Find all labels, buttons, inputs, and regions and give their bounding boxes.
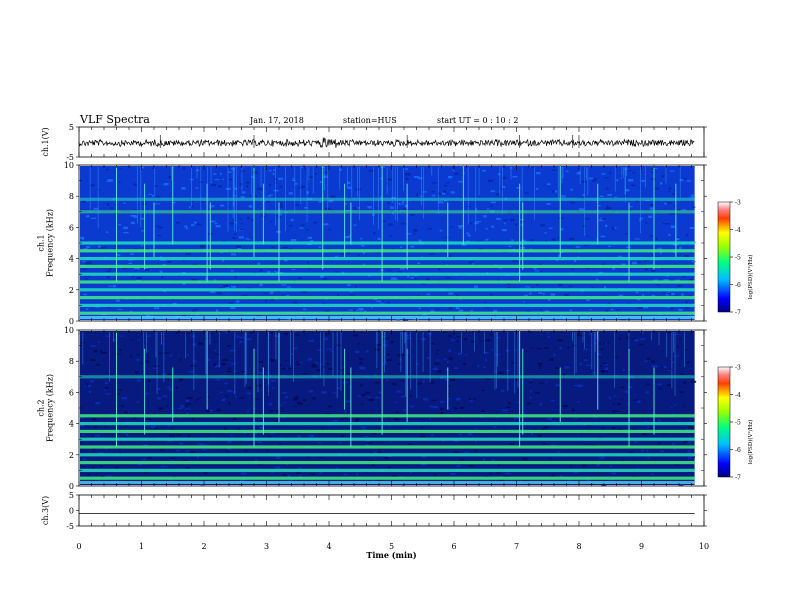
y-tick-label: 5 (69, 491, 74, 500)
colorbar (717, 201, 731, 313)
colorbar-tick-label: -3 (735, 365, 741, 372)
colorbar-tick-label: -7 (735, 310, 741, 317)
frequency-band (80, 468, 695, 472)
colorbar-tick-label: -6 (735, 447, 741, 454)
colorbar-tick-label: -5 (735, 255, 741, 262)
y-tick-label: 8 (69, 357, 74, 366)
y-tick-label: 0 (69, 507, 74, 516)
y-tick-label: 4 (69, 420, 74, 429)
y-axis-label: Frequency (kHz) (46, 374, 55, 442)
station-label: station=HUS (343, 116, 397, 125)
start-time-label: start UT = 0 : 10 : 2 (437, 116, 519, 125)
colorbar-label: log(PSD)(V²/Hz) (747, 255, 754, 300)
frequency-band (80, 429, 695, 433)
y-tick-label: 6 (69, 223, 74, 232)
low-frequency-band (80, 481, 695, 484)
frequency-band (80, 414, 695, 418)
frequency-band (80, 311, 695, 315)
x-tick-label: 7 (514, 542, 519, 551)
y-axis-label: Frequency (kHz) (46, 209, 55, 277)
y-tick-label: 6 (69, 388, 74, 397)
x-tick-label: 2 (201, 542, 206, 551)
frequency-band (80, 210, 695, 214)
date-label: Jan. 17, 2018 (250, 116, 304, 125)
x-tick-label: 9 (639, 542, 644, 551)
y-tick-label: 10 (64, 326, 74, 335)
y-tick-label: 8 (69, 192, 74, 201)
plot-background (79, 495, 704, 526)
frequency-band (80, 197, 695, 201)
frequency-band (80, 422, 695, 426)
x-tick-label: 4 (326, 542, 331, 551)
frequency-band (80, 249, 695, 253)
x-tick-label: 6 (451, 542, 456, 551)
y-tick-label: 5 (69, 123, 74, 132)
y-tick-label: 10 (64, 161, 74, 170)
colorbar-tick-label: -3 (735, 200, 741, 207)
y-tick-label: 0 (69, 482, 74, 491)
colorbar-tick-label: -4 (735, 392, 741, 399)
frequency-band (80, 375, 695, 379)
y-tick-label: -5 (66, 153, 74, 162)
colorbar-tick-label: -4 (735, 227, 741, 234)
ch1-waveform-trace (78, 137, 695, 149)
x-tick-label: 3 (264, 542, 269, 551)
y-tick-label: 2 (69, 451, 74, 460)
frequency-band (80, 272, 695, 276)
frequency-band (80, 280, 695, 284)
x-tick-label: 5 (389, 542, 394, 551)
colorbar-tick-label: -6 (735, 282, 741, 289)
frequency-band (80, 453, 695, 457)
y-axis-label: ch.1(V) (41, 127, 50, 156)
y-axis-label: ch.1 (37, 234, 46, 251)
colorbar-tick-label: -5 (735, 420, 741, 427)
frequency-band (80, 476, 695, 480)
y-axis-label: ch.3(V) (41, 496, 50, 525)
x-tick-label: 8 (576, 542, 581, 551)
y-axis-label: ch.2 (37, 399, 46, 416)
y-tick-label: -5 (66, 522, 74, 531)
frequency-band (80, 257, 695, 261)
y-tick-label: 4 (69, 255, 74, 264)
frequency-band (80, 445, 695, 449)
frequency-band (80, 288, 695, 292)
frequency-band (80, 264, 695, 268)
chart-title: VLF Spectra (80, 113, 150, 126)
y-tick-label: 2 (69, 286, 74, 295)
frequency-band (80, 437, 695, 441)
frequency-band (80, 303, 695, 307)
colorbar (717, 366, 731, 478)
frequency-band (80, 296, 695, 300)
x-tick-label: 1 (139, 542, 144, 551)
low-frequency-band (80, 316, 695, 319)
colorbar-tick-label: -7 (735, 475, 741, 482)
frequency-band (80, 461, 695, 465)
colorbar-label: log(PSD)(V²/Hz) (747, 420, 754, 465)
frequency-band (80, 241, 695, 245)
x-axis-label: Time (min) (366, 550, 416, 560)
x-tick-label: 10 (699, 542, 709, 551)
y-tick-label: 0 (69, 317, 74, 326)
x-tick-label: 0 (76, 542, 81, 551)
